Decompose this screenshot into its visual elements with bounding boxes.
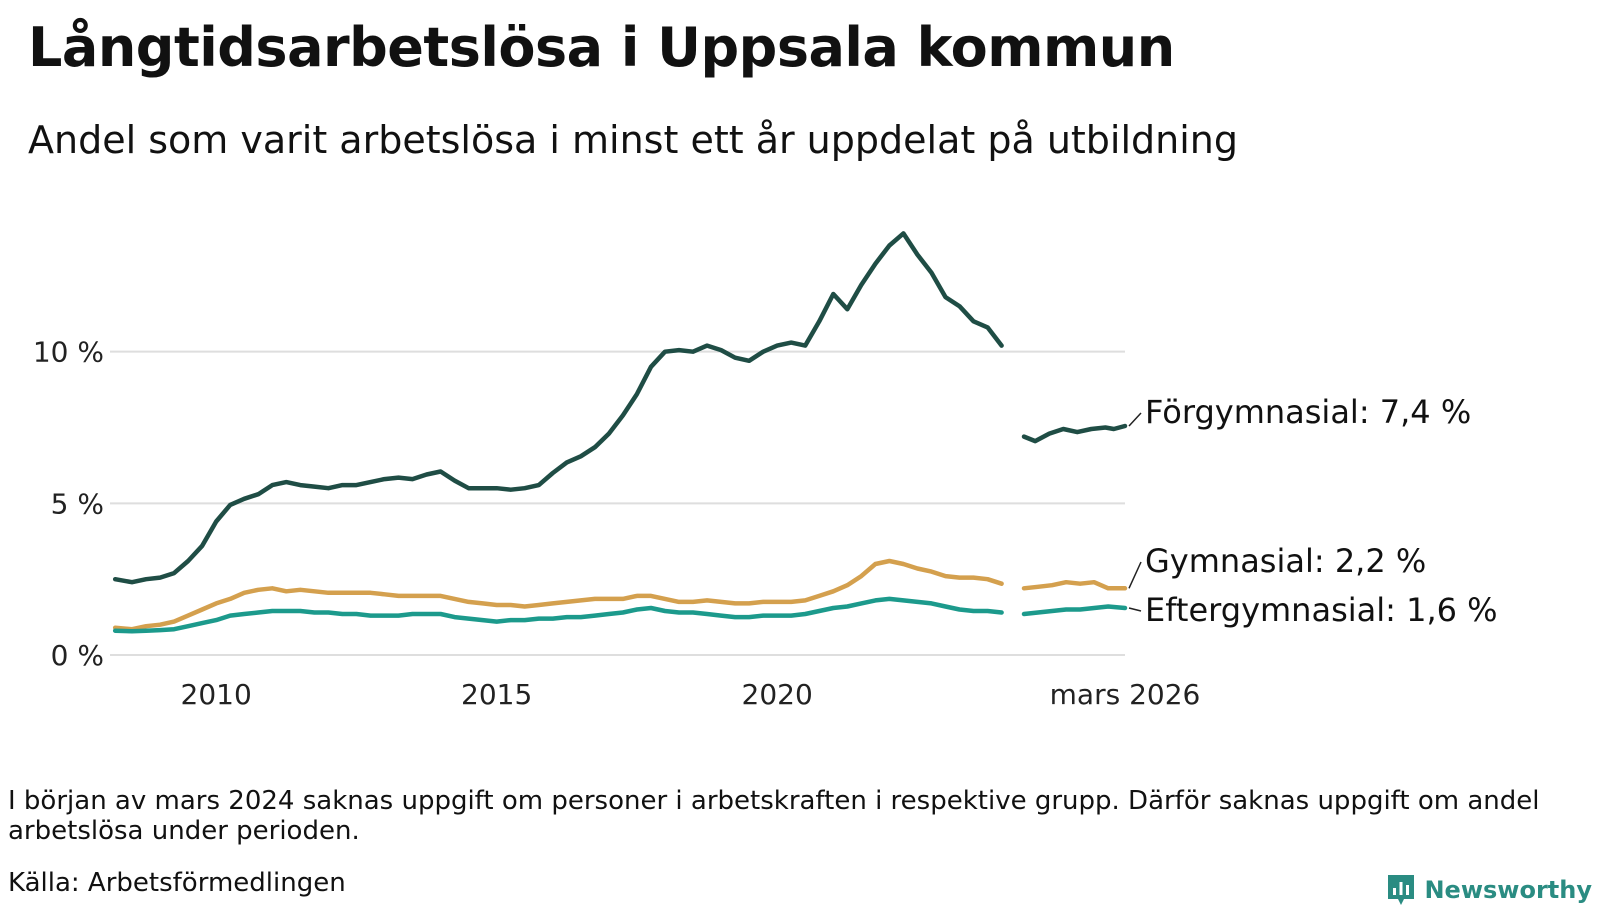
series-line-gymnasial-segment-1 <box>1021 579 1128 591</box>
x-tick-label: mars 2026 <box>1050 678 1201 711</box>
grid-layer <box>110 350 1125 656</box>
x-tick-label: 2010 <box>181 678 252 711</box>
x-tick-label: 2020 <box>742 678 813 711</box>
series-line-eftergymnasial-segment-1 <box>1021 604 1128 617</box>
chart-title: Långtidsarbetslösa i Uppsala kommun <box>28 16 1175 79</box>
end-label-förgymnasial: Förgymnasial: 7,4 % <box>1145 393 1471 431</box>
series-line-gymnasial-segment-0 <box>112 558 1004 632</box>
series-layer <box>112 231 1128 634</box>
label-layer: 0 % 5 % 10 % 2010 2015 2020 mars 2026 Förgymnas… <box>33 336 1498 711</box>
end-label-gymnasial: Gymnasial: 2,2 % <box>1145 542 1426 580</box>
brand-logo: Newsworthy <box>1386 870 1592 910</box>
series-line-förgymnasial-segment-0 <box>112 231 1004 585</box>
footnote: I början av mars 2024 saknas uppgift om … <box>8 786 1540 846</box>
chart-subtitle: Andel som varit arbetslösa i minst ett å… <box>28 118 1239 162</box>
end-label-connector <box>1128 607 1142 612</box>
end-label-connector <box>1128 561 1142 589</box>
x-tick-label: 2015 <box>461 678 532 711</box>
series-line-förgymnasial-segment-1 <box>1021 423 1128 444</box>
end-label-eftergymnasial: Eftergymnasial: 1,6 % <box>1145 591 1498 629</box>
newsworthy-logo-icon <box>1388 875 1415 905</box>
source-text: Källa: Arbetsförmedlingen <box>8 868 346 898</box>
y-tick-label: 10 % <box>33 336 104 369</box>
y-tick-label: 0 % <box>51 639 104 672</box>
series-line-eftergymnasial-segment-0 <box>112 596 1004 634</box>
line-chart: 0 % 5 % 10 % 2010 2015 2020 mars 2026 Förgymnas… <box>33 231 1498 711</box>
end-label-connector <box>1128 412 1142 427</box>
y-tick-label: 5 % <box>51 487 104 520</box>
brand-name: Newsworthy <box>1424 876 1592 904</box>
